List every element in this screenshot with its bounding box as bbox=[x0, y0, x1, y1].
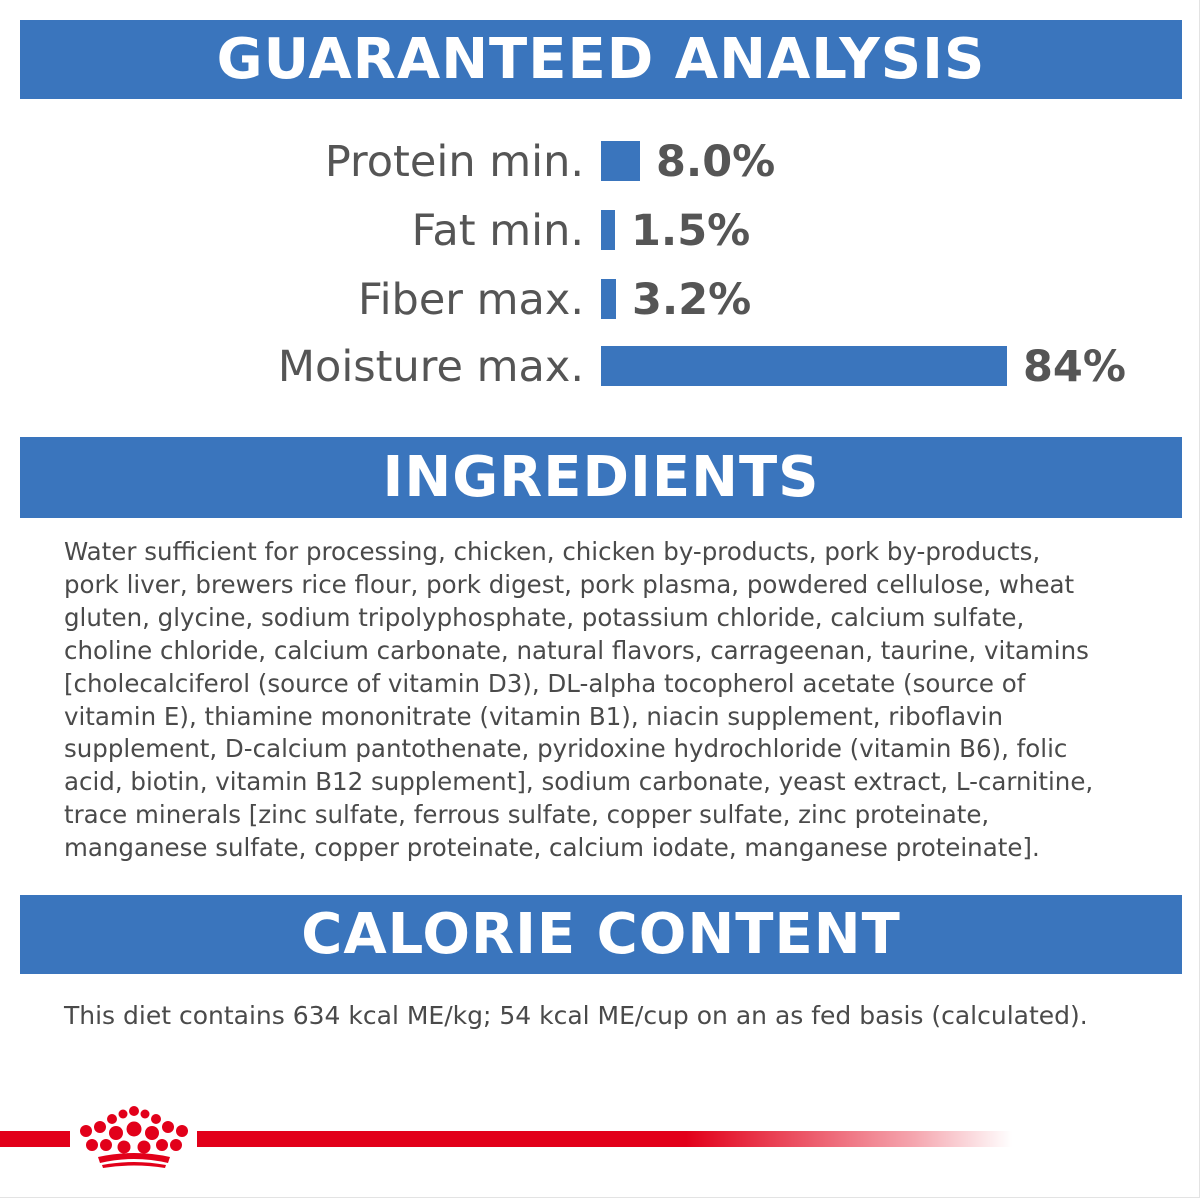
ga-value-label: 1.5% bbox=[631, 206, 751, 256]
ingredients-line: pork liver, brewers rice flour, pork dig… bbox=[64, 569, 1075, 599]
ga-value-label: 3.2% bbox=[632, 275, 752, 325]
ga-category-label: Fat min. bbox=[411, 206, 584, 256]
ingredients-line: trace minerals [zinc sulfate, ferrous su… bbox=[64, 800, 990, 830]
ga-bar bbox=[601, 210, 615, 250]
ga-row: Fiber max. 3.2% bbox=[0, 270, 1200, 330]
ga-value-label: 8.0% bbox=[656, 137, 776, 187]
ga-row: Moisture max. 84% bbox=[0, 337, 1200, 397]
guaranteed-analysis-header: GUARANTEED ANALYSIS bbox=[20, 20, 1182, 99]
ga-bar bbox=[601, 346, 1007, 386]
ga-category-label: Protein min. bbox=[324, 137, 584, 187]
ingredients-header: INGREDIENTS bbox=[20, 437, 1182, 518]
ga-category-label: Moisture max. bbox=[277, 342, 584, 392]
ingredients-text: Water sufficient for processing, chicken… bbox=[64, 536, 1154, 865]
ga-row: Protein min. 8.0% bbox=[0, 132, 1200, 192]
brand-line-right bbox=[197, 1131, 1012, 1147]
ga-value-label: 84% bbox=[1023, 342, 1126, 392]
ingredients-line: Water sufficient for processing, chicken… bbox=[64, 537, 1041, 566]
ingredients-line: manganese sulfate, copper proteinate, ca… bbox=[64, 833, 1040, 863]
ingredients-line: supplement, D-calcium pantothenate, pyri… bbox=[64, 734, 1068, 764]
brand-line-left bbox=[0, 1131, 70, 1147]
ga-category-label: Fiber max. bbox=[357, 275, 584, 325]
ga-row: Fat min. 1.5% bbox=[0, 201, 1200, 261]
guaranteed-analysis-title: GUARANTEED ANALYSIS bbox=[216, 27, 986, 92]
calorie-content-title: CALORIE CONTENT bbox=[301, 902, 901, 967]
crown-icon bbox=[80, 1106, 188, 1168]
calorie-content-header: CALORIE CONTENT bbox=[20, 895, 1182, 974]
ga-bar bbox=[601, 279, 616, 319]
ingredients-line: acid, biotin, vitamin B12 supplement], s… bbox=[64, 767, 1094, 797]
ingredients-line: gluten, glycine, sodium tripolyphosphate… bbox=[64, 602, 1025, 632]
ingredients-line: [cholecalciferol (source of vitamin D3),… bbox=[64, 668, 1026, 698]
ingredients-title: INGREDIENTS bbox=[382, 445, 820, 510]
ingredients-line: choline chloride, calcium carbonate, nat… bbox=[64, 635, 1089, 665]
ingredients-line: vitamin E), thiamine mononitrate (vitami… bbox=[64, 701, 1003, 731]
calorie-content-text: This diet contains 634 kcal ME/kg; 54 kc… bbox=[64, 1001, 1088, 1030]
ga-bar bbox=[601, 141, 640, 181]
